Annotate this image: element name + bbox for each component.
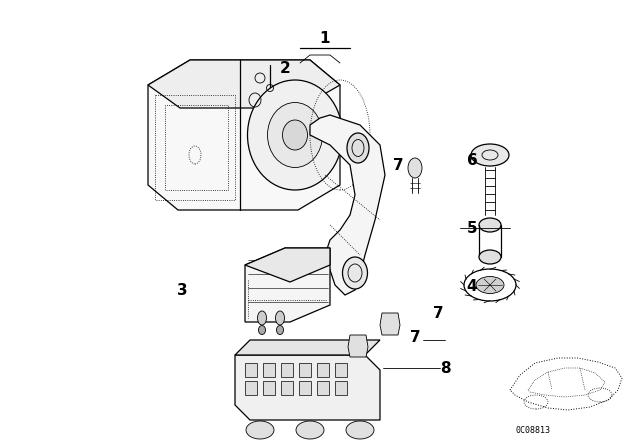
Text: 2: 2 — [280, 60, 291, 76]
Ellipse shape — [346, 421, 374, 439]
Ellipse shape — [282, 120, 307, 150]
Bar — [245, 381, 257, 395]
Text: 4: 4 — [467, 279, 477, 293]
Bar — [335, 363, 347, 377]
Polygon shape — [245, 248, 330, 322]
Text: 8: 8 — [440, 361, 451, 375]
Bar — [299, 381, 311, 395]
Text: 7: 7 — [433, 306, 444, 320]
Polygon shape — [148, 60, 340, 108]
Ellipse shape — [476, 276, 504, 293]
Ellipse shape — [347, 133, 369, 163]
Text: 7: 7 — [410, 329, 420, 345]
Polygon shape — [235, 340, 380, 355]
Polygon shape — [380, 313, 400, 335]
Polygon shape — [235, 355, 380, 420]
Ellipse shape — [268, 103, 323, 168]
Polygon shape — [148, 60, 340, 210]
Ellipse shape — [479, 218, 501, 232]
Bar — [317, 363, 329, 377]
Ellipse shape — [257, 311, 266, 325]
Bar — [299, 363, 311, 377]
Bar — [245, 363, 257, 377]
Ellipse shape — [275, 311, 285, 325]
Ellipse shape — [479, 250, 501, 264]
Ellipse shape — [248, 80, 342, 190]
Ellipse shape — [296, 421, 324, 439]
Bar — [317, 381, 329, 395]
Polygon shape — [310, 115, 385, 295]
Ellipse shape — [276, 326, 284, 335]
Text: 0C08813: 0C08813 — [515, 426, 550, 435]
Bar — [335, 381, 347, 395]
Bar — [263, 381, 275, 395]
Text: 7: 7 — [393, 158, 403, 172]
Text: 5: 5 — [467, 220, 477, 236]
Ellipse shape — [408, 158, 422, 178]
Text: 6: 6 — [467, 152, 477, 168]
Bar — [281, 363, 293, 377]
Bar — [263, 363, 275, 377]
Ellipse shape — [342, 257, 367, 289]
Bar — [281, 381, 293, 395]
Ellipse shape — [471, 144, 509, 166]
Text: 1: 1 — [320, 30, 330, 46]
Text: 3: 3 — [177, 283, 188, 297]
Ellipse shape — [259, 326, 266, 335]
Polygon shape — [348, 335, 368, 357]
Ellipse shape — [246, 421, 274, 439]
Polygon shape — [245, 248, 330, 282]
